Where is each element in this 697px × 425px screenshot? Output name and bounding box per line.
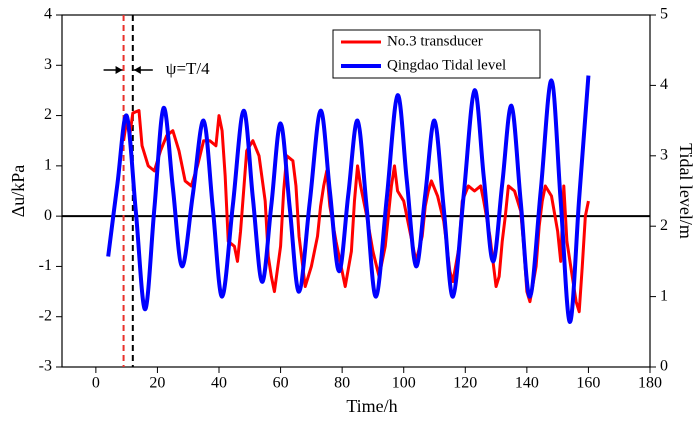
y2-tick-label: 0: [660, 358, 668, 375]
x-tick-label: 180: [638, 375, 662, 392]
y2-tick-label: 2: [660, 217, 668, 234]
series-line: [106, 75, 591, 324]
arrow-head: [133, 66, 141, 74]
y-tick-label: 4: [44, 6, 52, 23]
y-tick-label: -3: [39, 358, 52, 375]
y2-tick-label: 1: [660, 287, 668, 304]
legend-label: No.3 transducer: [387, 33, 483, 49]
x-tick-label: 60: [273, 375, 289, 392]
plot-frame: [61, 14, 651, 368]
y-tick-label: -2: [39, 307, 52, 324]
legend-box: [332, 29, 541, 79]
y-tick-label: 1: [44, 157, 52, 174]
x-tick-label: 160: [576, 375, 600, 392]
y2-tick-label: 4: [660, 76, 668, 93]
y-tick-label: 0: [44, 207, 52, 224]
y2-tick-label: 5: [660, 6, 668, 23]
series-line: [122, 109, 590, 314]
x-tick-label: 0: [92, 375, 100, 392]
arrow-head: [115, 66, 123, 74]
y-tick-label: -1: [39, 257, 52, 274]
annotation: ψ=T/4: [166, 59, 210, 78]
x-tick-label: 140: [515, 375, 539, 392]
x-axis-label: Time/h: [346, 396, 397, 416]
y-axis-label: Δu/kPa: [8, 165, 28, 218]
y-tick-label: 2: [44, 106, 52, 123]
legend-label: Qingdao Tidal level: [387, 57, 506, 73]
x-tick-label: 120: [453, 375, 477, 392]
x-tick-label: 100: [392, 375, 416, 392]
x-tick-label: 40: [211, 375, 227, 392]
x-tick-label: 20: [149, 375, 165, 392]
y-tick-label: 3: [44, 56, 52, 73]
y2-tick-label: 3: [660, 146, 668, 163]
x-tick-label: 80: [334, 375, 350, 392]
y2-axis-label: Tidal level/m: [676, 143, 696, 239]
